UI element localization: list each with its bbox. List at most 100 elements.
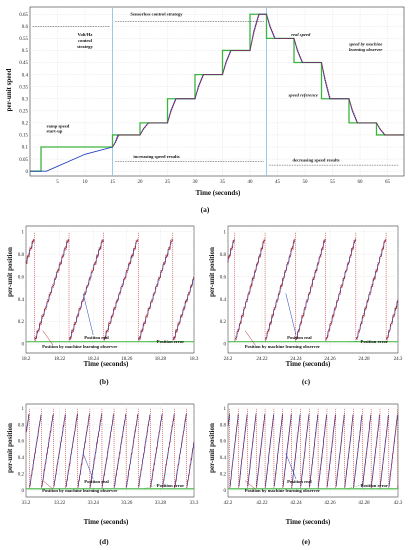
- panel-a-ytick-label: 0.3: [22, 97, 29, 102]
- panel-a-annotation: ramp speed: [47, 124, 70, 129]
- panel-a-ytick-label: 0.35: [19, 85, 28, 90]
- panel-c-annotation-position-real: Position real: [287, 335, 312, 340]
- panel-a-annotation: start-up: [47, 129, 63, 134]
- panel-e-ytick-label: 0: [224, 489, 227, 494]
- panel-d-ytick-label: 1: [22, 407, 25, 412]
- panel-b-arrow-position-observer: [42, 330, 54, 346]
- panel-e-arrow-position-observer: [244, 480, 256, 490]
- panel-e-ylabel: per-unit position: [208, 423, 216, 473]
- panel-c-position-chart: per-unit position Time (seconds) (c) 24.…: [208, 225, 403, 386]
- panel-d-position-chart: per-unit position Time (seconds) (d) 33.…: [6, 403, 199, 546]
- panel-d-ytick-label: 0.4: [18, 456, 25, 461]
- panel-e-ytick-label: 0.4: [220, 456, 227, 461]
- panel-d-ytick-label: 0: [22, 489, 25, 494]
- panel-e-ytick-label: 0.8: [220, 423, 227, 428]
- panel-b-xtick-label: 18.28: [155, 357, 167, 362]
- panel-d-annotation-position-real: Position real: [84, 479, 109, 484]
- panel-a-ylabel: per-unit speed: [5, 69, 13, 112]
- panel-a-frame: [29, 6, 405, 177]
- panel-a-annotation: strategy: [77, 44, 94, 49]
- panel-a-annotation: learning observer: [349, 47, 383, 52]
- panel-d-ylabel: per-unit position: [6, 423, 14, 473]
- panel-a-xtick-label: 50: [303, 180, 309, 185]
- panel-c-frame: [227, 225, 399, 354]
- panel-a-xtick-label: 30: [193, 180, 199, 185]
- panel-c-ytick-label: 1: [224, 230, 227, 235]
- panel-a-ytick-label: 0.15: [19, 134, 28, 139]
- panel-d-xtick-label: 33.26: [121, 501, 133, 506]
- panel-a-annotation: speed by machine: [348, 42, 382, 47]
- panel-a-xtick-label: 65: [385, 180, 391, 185]
- panel-c-xtick-label: 24.2: [224, 357, 233, 362]
- panel-b-series-position-observer: [25, 238, 195, 342]
- panel-d-xtick-label: 33.2: [22, 501, 31, 506]
- panel-a-ytick-label: 0.45: [19, 61, 28, 66]
- panel-b-arrow-position-real: [82, 293, 94, 336]
- panel-a-ytick-label: 0.2: [22, 122, 29, 127]
- panel-e-xtick-label: 42.24: [290, 501, 302, 506]
- panel-e-xtick-label: 42.3: [394, 501, 403, 506]
- panel-a-ytick-label: 0.4: [22, 73, 29, 78]
- panel-e-xtick-label: 42.28: [358, 501, 370, 506]
- panel-b-xtick-label: 18.24: [88, 357, 100, 362]
- panel-a-xtick-label: 35: [220, 180, 226, 185]
- panel-d-xtick-label: 33.3: [190, 501, 199, 506]
- panel-b-xtick-label: 18.2: [22, 357, 31, 362]
- panel-a-xtick-label: 15: [110, 180, 116, 185]
- panel-e-label: (e): [302, 537, 311, 546]
- panel-a-xtick-label: 10: [83, 180, 89, 185]
- panel-b-annotation-position-observer: Position by machine learning observer: [42, 344, 117, 349]
- panel-d-arrow-position-observer: [42, 480, 54, 490]
- panel-d-xtick-label: 33.28: [155, 501, 167, 506]
- panel-a-xtick-label: 25: [165, 180, 171, 185]
- panel-a-annotation: increasing speed results: [133, 154, 179, 159]
- panel-b-frame: [25, 225, 195, 354]
- panel-b-ytick-label: 0.6: [18, 275, 25, 280]
- panel-c-xtick-label: 24.28: [358, 357, 370, 362]
- panel-a-annotation: real speed: [291, 32, 311, 37]
- panel-d-xtick-label: 33.22: [54, 501, 66, 506]
- panel-d-xlabel: Time (seconds): [84, 518, 129, 526]
- panel-a-xtick-label: 60: [358, 180, 364, 185]
- panel-d-label: (d): [99, 537, 109, 546]
- panel-a-ytick-label: 0: [26, 170, 29, 175]
- panel-b-xlabel: Time (seconds): [84, 360, 129, 368]
- panel-a-ytick-label: 0.55: [19, 37, 28, 42]
- panel-b-ytick-label: 0.4: [18, 298, 25, 303]
- panel-a-annotation: control: [78, 38, 93, 43]
- panel-b-position-chart: per-unit position Time (seconds) (b) 18.…: [6, 225, 199, 386]
- panel-b-arrow-position-error: [143, 340, 158, 343]
- panel-d-series-position-observer: [25, 412, 195, 489]
- panel-c-ytick-label: 0.2: [220, 320, 227, 325]
- panel-b-annotation-position-error: Position error: [157, 339, 184, 344]
- panel-e-xlabel: Time (seconds): [286, 518, 331, 526]
- panel-c-ytick-label: 0: [224, 343, 227, 348]
- panel-c-xlabel: Time (seconds): [286, 360, 331, 368]
- panel-d-xtick-label: 33.24: [88, 501, 100, 506]
- panel-a-ytick-label: 0.1: [22, 146, 29, 151]
- panel-a-xtick-label: 20: [138, 180, 144, 185]
- panel-b-label: (b): [99, 377, 109, 386]
- panel-a-ytick-label: 0.65: [19, 13, 28, 18]
- panel-c-xtick-label: 24.26: [324, 357, 336, 362]
- panel-a-ytick-label: 0.5: [22, 49, 29, 54]
- panel-c-annotation-position-observer: Position by machine learning observer: [245, 344, 320, 349]
- panel-a-annotation: Volt/Hz: [78, 32, 93, 37]
- panel-e-xtick-label: 42.22: [256, 501, 268, 506]
- panel-a-annotation: speed reference: [288, 92, 318, 97]
- panel-a-ytick-label: 0.05: [19, 158, 28, 163]
- panel-a-annotation: decreasing speed results: [292, 158, 339, 163]
- panel-d-ytick-label: 0.2: [18, 473, 25, 478]
- panel-d-ytick-label: 0.6: [18, 440, 25, 445]
- panel-b-ytick-label: 1: [22, 230, 25, 235]
- panel-a-ytick-label: 0.25: [19, 110, 28, 115]
- panel-e-xtick-label: 42.2: [224, 501, 233, 506]
- panel-a-speed-chart: per-unit speed Time (seconds) (a) 5 10 15 2…: [5, 6, 405, 214]
- panel-b-xtick-label: 18.3: [190, 357, 199, 362]
- panel-c-label: (c): [302, 377, 311, 386]
- panel-e-arrow-position-real: [285, 453, 297, 480]
- panel-d-annotation-position-error: Position error: [157, 483, 184, 488]
- panel-a-xtick-label: 5: [56, 180, 59, 185]
- panel-a-annotation: Sensorless control strategy: [130, 11, 183, 16]
